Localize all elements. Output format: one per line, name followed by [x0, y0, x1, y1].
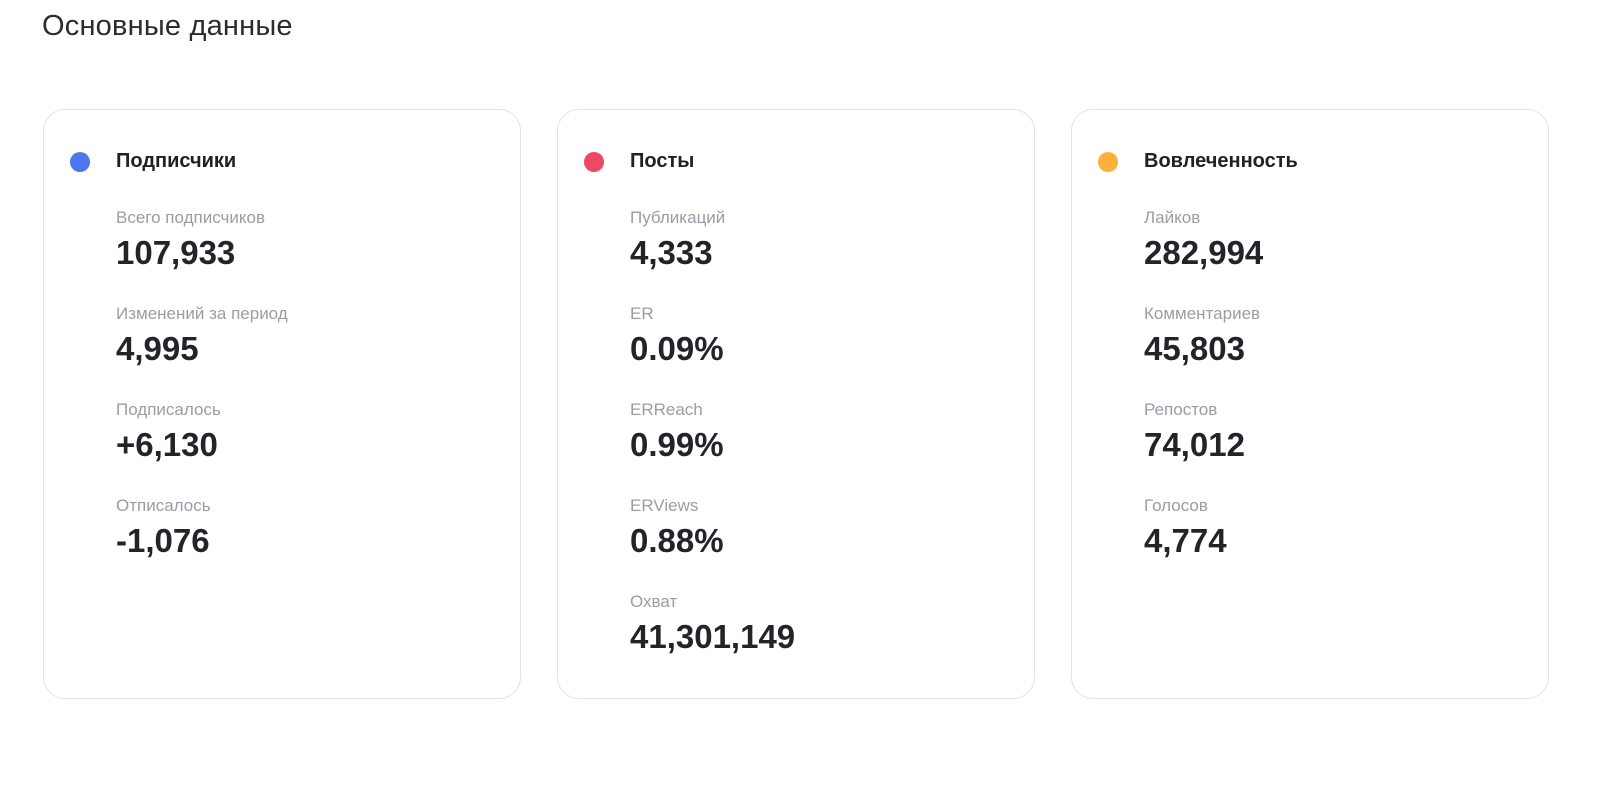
metric-period-changes: Изменений за период 4,995 — [116, 304, 500, 400]
metric-reposts: Репостов 74,012 — [1144, 400, 1528, 496]
metric-label: Отписалось — [116, 496, 211, 515]
card-header: Посты — [584, 150, 694, 173]
metric-reach: Охват 41,301,149 — [630, 592, 1014, 688]
page-title: Основные данные — [42, 10, 293, 42]
metrics-list: Публикаций 4,333 ER 0.09% ERReach 0.99% … — [630, 208, 1014, 688]
card-title: Вовлеченность — [1144, 150, 1298, 172]
metric-label: Комментариев — [1144, 304, 1261, 323]
metrics-list: Всего подписчиков 107,933 Изменений за п… — [116, 208, 500, 592]
metric-votes: Голосов 4,774 — [1144, 496, 1528, 592]
metric-value: 0.88% — [630, 522, 724, 559]
metric-value: +6,130 — [116, 426, 218, 463]
metric-label: Подписалось — [116, 400, 221, 419]
card-title: Подписчики — [116, 150, 237, 172]
metric-value: 107,933 — [116, 234, 236, 271]
metric-value: 282,994 — [1144, 234, 1264, 271]
metric-label: ER — [630, 304, 654, 323]
metric-label: Изменений за период — [116, 304, 288, 323]
metric-comments: Комментариев 45,803 — [1144, 304, 1528, 400]
subscribers-card: Подписчики Всего подписчиков 107,933 Изм… — [43, 109, 521, 699]
card-title: Посты — [630, 150, 695, 172]
metric-value: 45,803 — [1144, 330, 1245, 367]
metric-value: 41,301,149 — [630, 618, 796, 655]
engagement-card: Вовлеченность Лайков 282,994 Комментарие… — [1071, 109, 1549, 699]
posts-card: Посты Публикаций 4,333 ER 0.09% ERReach … — [557, 109, 1035, 699]
metric-label: Охват — [630, 592, 678, 611]
metric-value: -1,076 — [116, 522, 210, 559]
metric-likes: Лайков 282,994 — [1144, 208, 1528, 304]
metric-value: 4,774 — [1144, 522, 1227, 559]
metric-value: 0.99% — [630, 426, 724, 463]
card-header: Подписчики — [70, 150, 236, 173]
metric-publications: Публикаций 4,333 — [630, 208, 1014, 304]
metric-label: ERReach — [630, 400, 703, 419]
card-header: Вовлеченность — [1098, 150, 1298, 173]
metric-er: ER 0.09% — [630, 304, 1014, 400]
metric-value: 0.09% — [630, 330, 724, 367]
metrics-list: Лайков 282,994 Комментариев 45,803 Репос… — [1144, 208, 1528, 592]
metric-total-subscribers: Всего подписчиков 107,933 — [116, 208, 500, 304]
metric-er-reach: ERReach 0.99% — [630, 400, 1014, 496]
metric-label: Публикаций — [630, 208, 726, 227]
metric-label: Репостов — [1144, 400, 1218, 419]
metric-label: Всего подписчиков — [116, 208, 265, 227]
metric-subscribed: Подписалось +6,130 — [116, 400, 500, 496]
red-dot-icon — [584, 151, 604, 172]
metric-label: Лайков — [1144, 208, 1201, 227]
metric-value: 74,012 — [1144, 426, 1245, 463]
metric-er-views: ERViews 0.88% — [630, 496, 1014, 592]
metric-value: 4,333 — [630, 234, 713, 271]
metric-value: 4,995 — [116, 330, 199, 367]
metric-label: Голосов — [1144, 496, 1208, 515]
blue-dot-icon — [70, 151, 90, 172]
orange-dot-icon — [1098, 151, 1118, 172]
metric-label: ERViews — [630, 496, 699, 515]
metric-unsubscribed: Отписалось -1,076 — [116, 496, 500, 592]
